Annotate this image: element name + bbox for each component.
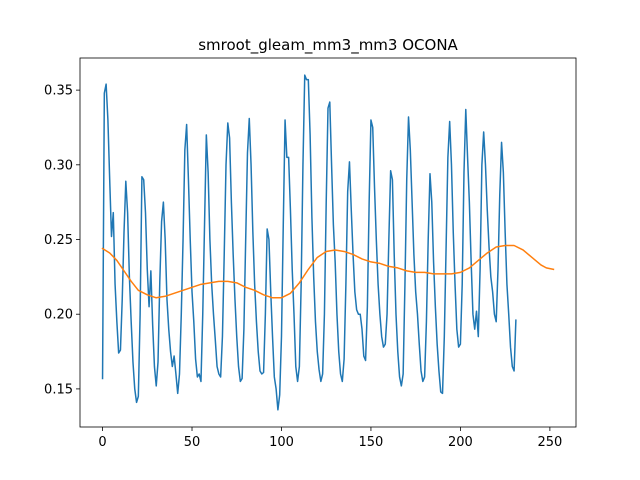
series-line-1 <box>101 74 517 411</box>
x-tick-label: 250 <box>537 435 562 450</box>
y-tick-label: 0.30 <box>44 158 73 173</box>
axes: 0 50 100 150 200 250 0.15 0.20 0.25 0.30 0.35 <box>44 57 577 450</box>
y-tick-label: 0.35 <box>44 84 73 99</box>
plot-frame <box>79 57 577 428</box>
x-tick-label: 0 <box>98 435 106 450</box>
y-tick-label: 0.20 <box>44 308 73 323</box>
chart-title: smroot_gleam_mm3_mm3 OCONA <box>198 36 458 55</box>
x-tick-label: 200 <box>448 435 473 450</box>
x-tick-label: 150 <box>359 435 384 450</box>
plot-area <box>101 74 555 411</box>
y-tick-label: 0.25 <box>44 233 73 248</box>
x-tick-label: 50 <box>184 435 201 450</box>
y-tick-label: 0.15 <box>44 382 73 397</box>
series-line-2 <box>101 244 555 299</box>
x-tick-label: 100 <box>269 435 294 450</box>
